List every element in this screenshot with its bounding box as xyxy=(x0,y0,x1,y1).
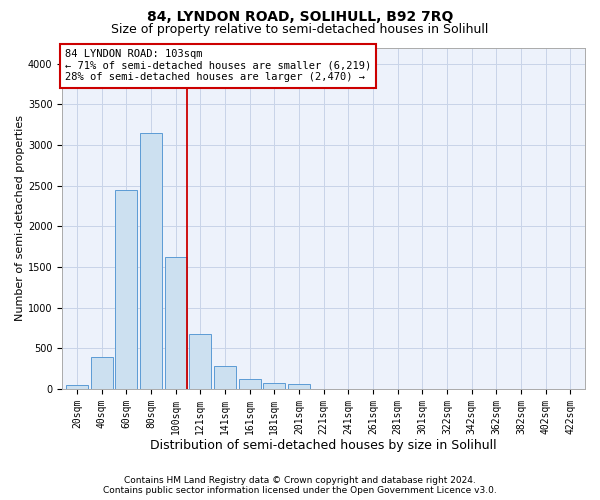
Bar xyxy=(164,258,187,389)
Bar xyxy=(214,366,236,389)
Text: 84, LYNDON ROAD, SOLIHULL, B92 7RQ: 84, LYNDON ROAD, SOLIHULL, B92 7RQ xyxy=(147,10,453,24)
Text: Contains public sector information licensed under the Open Government Licence v3: Contains public sector information licen… xyxy=(103,486,497,495)
Bar xyxy=(189,334,211,389)
Bar xyxy=(115,190,137,389)
Y-axis label: Number of semi-detached properties: Number of semi-detached properties xyxy=(15,115,25,321)
Text: Contains HM Land Registry data © Crown copyright and database right 2024.: Contains HM Land Registry data © Crown c… xyxy=(124,476,476,485)
Bar xyxy=(91,358,113,389)
Bar xyxy=(263,384,286,389)
Text: 84 LYNDON ROAD: 103sqm
← 71% of semi-detached houses are smaller (6,219)
28% of : 84 LYNDON ROAD: 103sqm ← 71% of semi-det… xyxy=(65,49,371,82)
Bar xyxy=(66,385,88,389)
Text: Size of property relative to semi-detached houses in Solihull: Size of property relative to semi-detach… xyxy=(112,22,488,36)
X-axis label: Distribution of semi-detached houses by size in Solihull: Distribution of semi-detached houses by … xyxy=(151,440,497,452)
Bar xyxy=(239,379,261,389)
Bar xyxy=(288,384,310,389)
Bar xyxy=(140,133,162,389)
